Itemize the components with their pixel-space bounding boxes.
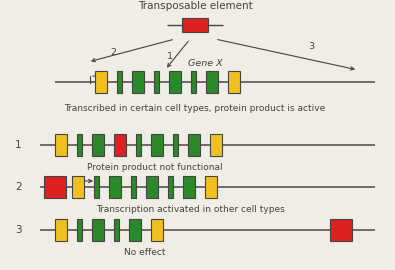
Bar: [44, 176, 66, 198]
Bar: [77, 219, 82, 241]
Bar: [131, 176, 136, 198]
Text: 3: 3: [15, 225, 22, 235]
Text: Transcription activated in other cell types: Transcription activated in other cell ty…: [96, 205, 284, 214]
Text: Transcribed in certain cell types, protein product is active: Transcribed in certain cell types, prote…: [64, 104, 325, 113]
Bar: [188, 134, 200, 156]
Bar: [210, 134, 222, 156]
Bar: [114, 219, 119, 241]
Bar: [117, 71, 122, 93]
Bar: [182, 18, 208, 32]
Bar: [330, 219, 352, 241]
Bar: [109, 176, 121, 198]
Bar: [168, 176, 173, 198]
Bar: [114, 134, 126, 156]
Bar: [154, 71, 159, 93]
Bar: [206, 71, 218, 93]
Text: No effect: No effect: [124, 248, 166, 257]
Bar: [169, 71, 181, 93]
Bar: [136, 134, 141, 156]
Bar: [205, 176, 217, 198]
Bar: [129, 219, 141, 241]
Text: 1: 1: [167, 52, 173, 61]
Text: 2: 2: [111, 48, 117, 57]
Text: 3: 3: [308, 42, 314, 51]
Text: Transposable element: Transposable element: [137, 1, 252, 11]
Bar: [55, 134, 67, 156]
Text: 2: 2: [15, 182, 22, 192]
Bar: [228, 71, 240, 93]
Bar: [94, 176, 99, 198]
Bar: [55, 219, 67, 241]
Text: Gene X: Gene X: [188, 59, 222, 68]
Bar: [183, 176, 195, 198]
Bar: [191, 71, 196, 93]
Bar: [146, 176, 158, 198]
Bar: [151, 219, 163, 241]
Bar: [132, 71, 144, 93]
Bar: [92, 219, 104, 241]
Bar: [151, 134, 163, 156]
Bar: [72, 176, 84, 198]
Text: 1: 1: [15, 140, 22, 150]
Bar: [173, 134, 178, 156]
Text: Protein product not functional: Protein product not functional: [87, 163, 223, 172]
Bar: [77, 134, 82, 156]
Bar: [92, 134, 104, 156]
Bar: [95, 71, 107, 93]
